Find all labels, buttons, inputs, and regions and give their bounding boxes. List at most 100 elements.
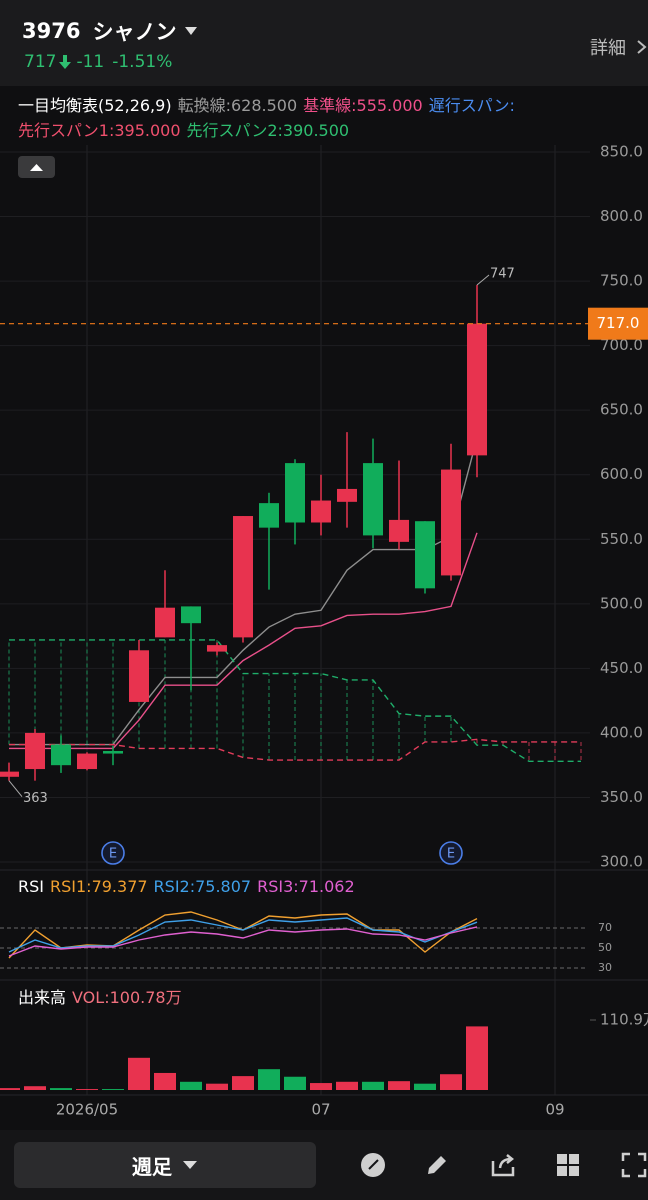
- y-tick-label: 110.9万: [600, 1011, 648, 1029]
- candle-body: [415, 521, 435, 589]
- candle-body: [259, 503, 279, 528]
- legend-title: 出来高: [18, 988, 67, 1007]
- last-price-label: 717.0: [597, 314, 640, 332]
- volume-bar: [466, 1026, 488, 1090]
- y-tick-label: 70: [598, 921, 612, 934]
- volume-bar: [388, 1081, 410, 1090]
- y-tick-label: 450.0: [600, 659, 643, 677]
- candle-body: [77, 753, 97, 770]
- price-change: -11: [76, 52, 105, 72]
- stock-name: シャノン: [92, 20, 177, 44]
- legend-entry: 基準線:555.000: [303, 96, 423, 115]
- volume-bar: [76, 1089, 98, 1090]
- volume-bar: [258, 1069, 280, 1090]
- collapse-icon: [30, 164, 43, 171]
- event-marker: [101, 841, 125, 865]
- candle-body: [0, 771, 19, 777]
- draw-icon[interactable]: [428, 1156, 446, 1174]
- stock-title[interactable]: 3976 シャノン: [22, 16, 198, 46]
- price: 717: [24, 52, 57, 72]
- volume-bar: [336, 1081, 358, 1090]
- detail-link[interactable]: 詳細: [590, 34, 648, 60]
- legend-title: 一目均衡表(52,26,9): [18, 96, 172, 115]
- candle-body: [103, 750, 123, 754]
- y-tick-label: 800.0: [600, 207, 643, 225]
- legend-title: RSI: [18, 877, 44, 896]
- volume-bar: [128, 1057, 150, 1090]
- price-change-percent: -1.51%: [112, 52, 173, 72]
- volume-bar: [24, 1086, 46, 1090]
- last-price-tag: [588, 307, 648, 340]
- volume-bar: [414, 1083, 436, 1090]
- chart-canvas: 2026/05 07 09 300.0 350.0 400.0 450.0 500.0 550.…: [0, 143, 648, 1119]
- candle-body: [311, 500, 331, 523]
- volume-bar: [362, 1081, 384, 1090]
- volume-bar: [50, 1088, 72, 1090]
- candle-body: [155, 607, 175, 638]
- period-text: 週足: [132, 1154, 172, 1179]
- y-tick-label: 350.0: [600, 788, 643, 806]
- candle-body: [181, 606, 201, 624]
- event-label: E: [109, 847, 117, 862]
- y-tick-label: 700.0: [600, 336, 643, 354]
- price-line: 717 -11 -1.51%: [24, 52, 172, 72]
- event-label: E: [447, 847, 455, 862]
- compass-icon[interactable]: [361, 1153, 385, 1177]
- layout-icon[interactable]: [557, 1154, 579, 1176]
- candle-body: [233, 516, 253, 638]
- rsi-legend: RSI RSI1:79.377 RSI2:75.807 RSI3:71.062: [18, 875, 578, 898]
- volume-bar: [232, 1076, 254, 1090]
- down-arrow: [59, 55, 72, 69]
- indicator-line: [9, 738, 581, 761]
- collapse-button[interactable]: [18, 156, 55, 178]
- candle-body: [25, 732, 45, 770]
- candle-body: [51, 744, 71, 766]
- indicator-line: [9, 639, 581, 763]
- fullscreen-icon[interactable]: [621, 1152, 647, 1178]
- candle-body: [129, 650, 149, 702]
- ichimoku-legend: 一目均衡表(52,26,9) 転換線:628.500 基準線:555.000 遅行スパ…: [18, 94, 598, 142]
- y-tick-label: 850.0: [600, 143, 643, 161]
- min-leader: [8, 780, 23, 797]
- legend-entry: VOL:100.78万: [72, 988, 182, 1007]
- y-tick-label: 300.0: [600, 853, 643, 871]
- chevron: [637, 40, 647, 54]
- max-leader: [476, 274, 490, 286]
- y-tick-label: 550.0: [600, 530, 643, 548]
- volume-bar: [310, 1083, 332, 1090]
- x-tick-label: 07: [311, 1101, 330, 1119]
- indicator-line: [9, 532, 478, 750]
- y-tick-label: 30: [598, 961, 612, 974]
- volume-bar: [154, 1072, 176, 1090]
- stock-code: 3976: [22, 19, 81, 43]
- candle-body: [207, 645, 227, 652]
- candle-body: [363, 463, 383, 536]
- rsi-line: [8, 917, 478, 953]
- period-selector[interactable]: 週足: [14, 1142, 316, 1188]
- volume-bar: [102, 1089, 124, 1090]
- legend-entry: RSI2:75.807: [153, 877, 252, 896]
- volume-bar: [440, 1074, 462, 1090]
- legend-entry: RSI3:71.062: [257, 877, 355, 896]
- dropdown-caret: [185, 27, 198, 35]
- period-caret: [183, 1161, 197, 1169]
- candle-body: [337, 488, 357, 502]
- y-tick-label: 650.0: [600, 401, 643, 419]
- y-tick-label: 500.0: [600, 594, 643, 612]
- candle-body: [285, 463, 305, 523]
- share-icon[interactable]: [491, 1154, 515, 1177]
- volume-legend: 出来高 VOL:100.78万: [18, 986, 578, 1009]
- candle-body: [389, 519, 409, 542]
- volume-bar: [0, 1088, 20, 1090]
- legend-entry: 転換線:628.500: [177, 96, 298, 115]
- legend-entry: 先行スパン2:390.500: [186, 121, 350, 140]
- max-label: 747: [490, 266, 515, 281]
- x-tick-label: 2026/05: [56, 1101, 118, 1119]
- header: 3976 シャノン 717 -11 -1.51% 詳細: [0, 0, 648, 86]
- volume-bar: [284, 1076, 306, 1090]
- y-tick-label: 750.0: [600, 272, 643, 290]
- y-tick-label: 600.0: [600, 465, 643, 483]
- y-tick-label: 50: [598, 941, 612, 954]
- detail-text: 詳細: [590, 38, 626, 59]
